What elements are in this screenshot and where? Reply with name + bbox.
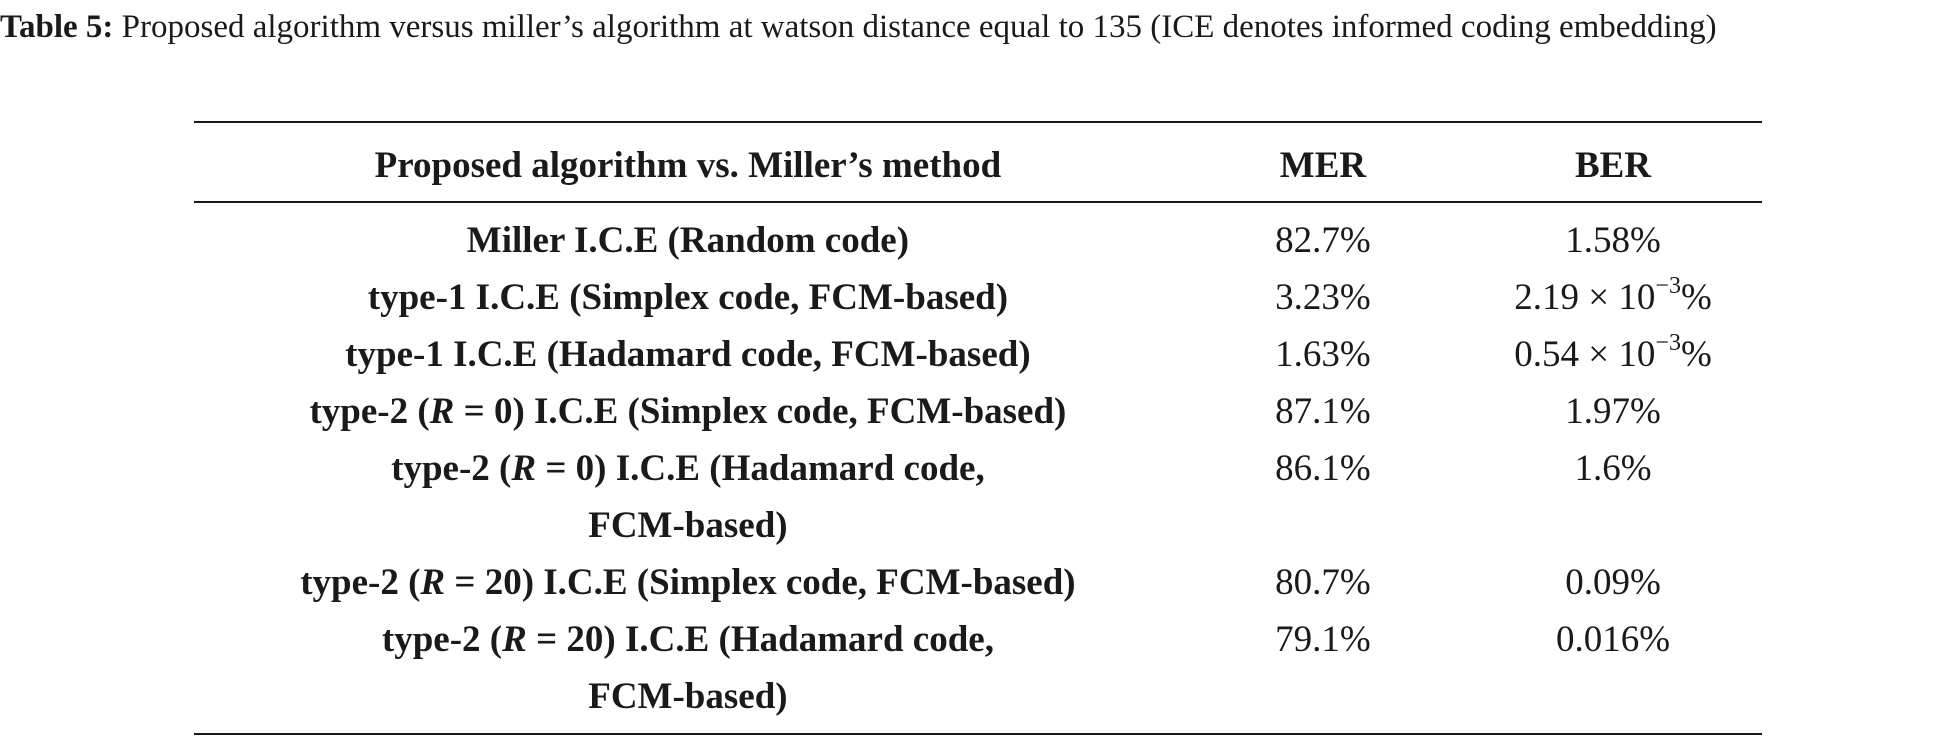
mer-cell: 87.1% — [1275, 391, 1371, 432]
table-row: type-2 (R = 0) I.C.E (Simplex code, FCM-… — [194, 383, 1762, 440]
method-cell: type-2 (R = 20) I.C.E (Hadamard code, FCM… — [194, 611, 1182, 734]
method-cell: type-2 (R = 0) I.C.E (Simplex code, FCM-… — [194, 383, 1182, 440]
table-body: Miller I.C.E (Random code) 82.7% 1.58% type… — [194, 202, 1762, 734]
ber-unit: % — [1680, 334, 1712, 375]
ber-exponent: −3 — [1655, 272, 1681, 299]
table-row: Miller I.C.E (Random code) 82.7% 1.58% — [194, 202, 1762, 269]
ber-exponent: −3 — [1655, 329, 1681, 356]
ber-cell: 1.97% — [1565, 391, 1661, 432]
ber-unit: % — [1680, 277, 1712, 318]
table-row: type-1 I.C.E (Simplex code, FCM-based) 3.… — [194, 269, 1762, 326]
method-cell: type-2 (R = 0) I.C.E (Hadamard code, FCM-… — [194, 440, 1182, 554]
method-line: type-2 (R = 20) I.C.E (Hadamard code, — [381, 619, 994, 660]
method-cell: type-1 I.C.E (Hadamard code, FCM-based) — [194, 326, 1182, 383]
mer-cell: 1.63% — [1275, 334, 1371, 375]
ber-mantissa: 2.19 × 10 — [1514, 277, 1656, 318]
header-method: Proposed algorithm vs. Miller’s method — [374, 145, 1002, 186]
variable-r: R — [502, 619, 527, 660]
mer-cell: 3.23% — [1275, 277, 1371, 318]
method-cell: type-2 (R = 20) I.C.E (Simplex code, FCM… — [194, 554, 1182, 611]
ber-cell: 1.58% — [1565, 220, 1661, 261]
header-row: Proposed algorithm vs. Miller’s method M… — [194, 122, 1762, 202]
results-table: Proposed algorithm vs. Miller’s method M… — [194, 121, 1762, 735]
method-line: type-2 (R = 20) I.C.E (Simplex code, FCM… — [300, 562, 1076, 603]
table-header: Proposed algorithm vs. Miller’s method M… — [194, 122, 1762, 202]
table-row: type-2 (R = 20) I.C.E (Hadamard code, FCM… — [194, 611, 1762, 734]
caption-text: Proposed algorithm versus miller’s algor… — [121, 9, 1717, 45]
mer-cell: 82.7% — [1275, 220, 1371, 261]
table-row: type-2 (R = 20) I.C.E (Simplex code, FCM… — [194, 554, 1762, 611]
method-line: Miller I.C.E (Random code) — [466, 220, 910, 261]
ber-cell: 0.016% — [1556, 619, 1671, 660]
table-caption: Table 5: Proposed algorithm versus mille… — [0, 2, 1956, 52]
mer-cell: 79.1% — [1275, 619, 1371, 660]
method-cell: type-1 I.C.E (Simplex code, FCM-based) — [194, 269, 1182, 326]
method-line: type-2 (R = 0) I.C.E (Hadamard code, — [391, 448, 985, 489]
variable-r: R — [429, 391, 455, 432]
mer-cell: 86.1% — [1275, 448, 1371, 489]
caption-label: Table 5: — [0, 9, 114, 45]
variable-r: R — [420, 562, 446, 603]
method-line: type-2 (R = 0) I.C.E (Simplex code, FCM-… — [309, 391, 1067, 432]
method-cell: Miller I.C.E (Random code) — [194, 202, 1182, 269]
method-line: type-1 I.C.E (Hadamard code, FCM-based) — [345, 334, 1031, 375]
method-line: FCM-based) — [588, 676, 788, 717]
method-line: FCM-based) — [588, 505, 788, 546]
ber-cell: 2.19 × 10−3% — [1464, 269, 1762, 326]
ber-cell: 0.09% — [1565, 562, 1661, 603]
results-table-container: Proposed algorithm vs. Miller’s method M… — [194, 121, 1762, 735]
method-line: type-1 I.C.E (Simplex code, FCM-based) — [367, 277, 1009, 318]
table-row: type-1 I.C.E (Hadamard code, FCM-based) 1… — [194, 326, 1762, 383]
ber-cell: 0.54 × 10−3% — [1464, 326, 1762, 383]
header-mer: MER — [1279, 145, 1367, 186]
mer-cell: 80.7% — [1275, 562, 1371, 603]
variable-r: R — [511, 448, 537, 489]
ber-mantissa: 0.54 × 10 — [1514, 334, 1656, 375]
table-row: type-2 (R = 0) I.C.E (Hadamard code, FCM-… — [194, 440, 1762, 554]
header-ber: BER — [1575, 145, 1652, 186]
ber-cell: 1.6% — [1574, 448, 1652, 489]
